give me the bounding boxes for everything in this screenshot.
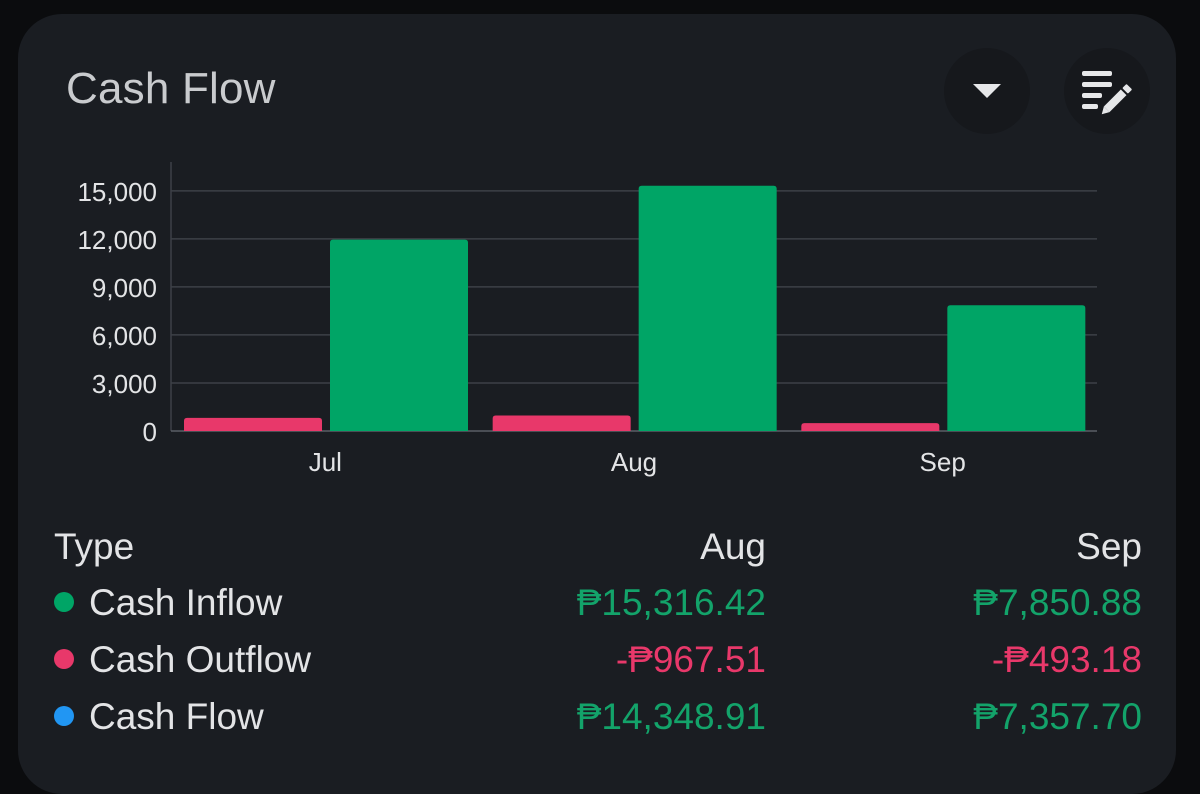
row-label: Cash Outflow <box>89 639 312 680</box>
y-tick-label: 15,000 <box>77 177 157 207</box>
row-value-sep: ₱7,850.88 <box>973 582 1142 623</box>
card-title: Cash Flow <box>66 64 276 113</box>
row-label: Cash Flow <box>89 696 264 737</box>
caret-down-icon <box>973 84 1001 98</box>
x-tick-label: Aug <box>611 447 657 477</box>
bar-cash-outflow <box>492 415 631 431</box>
row-value-sep: -₱493.18 <box>991 639 1142 680</box>
row-value-aug: ₱15,316.42 <box>576 582 766 623</box>
edit-list-button[interactable] <box>1064 48 1150 134</box>
bar-cash-outflow <box>801 423 940 431</box>
y-tick-label: 0 <box>143 417 157 447</box>
summary-table: Type Aug Sep Cash Inflow ₱15,316.42 ₱7,8… <box>54 526 1142 737</box>
bar-chart-svg: 0 3,000 6,000 9,000 12,000 15,000 Jul Aug Sep <box>77 162 1097 477</box>
bar-cash-inflow <box>330 239 468 431</box>
header-col-aug: Aug <box>700 526 766 567</box>
y-tick-label: 6,000 <box>92 321 157 351</box>
row-label: Cash Inflow <box>89 582 283 623</box>
row-value-aug: ₱14,348.91 <box>576 696 766 737</box>
x-tick-label: Jul <box>309 447 342 477</box>
y-tick-label: 9,000 <box>92 273 157 303</box>
bar-cash-inflow <box>947 305 1086 431</box>
list-edit-icon <box>1082 71 1132 115</box>
x-tick-label: Sep <box>920 447 966 477</box>
cash-flow-chart: 0 3,000 6,000 9,000 12,000 15,000 Jul Aug Sep <box>77 162 1097 477</box>
y-tick-label: 12,000 <box>77 225 157 255</box>
bar-cash-outflow <box>184 417 322 431</box>
header-type: Type <box>54 526 135 567</box>
bar-cash-inflow <box>638 185 777 431</box>
y-tick-label: 3,000 <box>92 369 157 399</box>
dropdown-button[interactable] <box>944 48 1030 134</box>
row-value-sep: ₱7,357.70 <box>973 696 1142 737</box>
header-col-sep: Sep <box>1076 526 1142 567</box>
row-value-aug: -₱967.51 <box>615 639 766 680</box>
